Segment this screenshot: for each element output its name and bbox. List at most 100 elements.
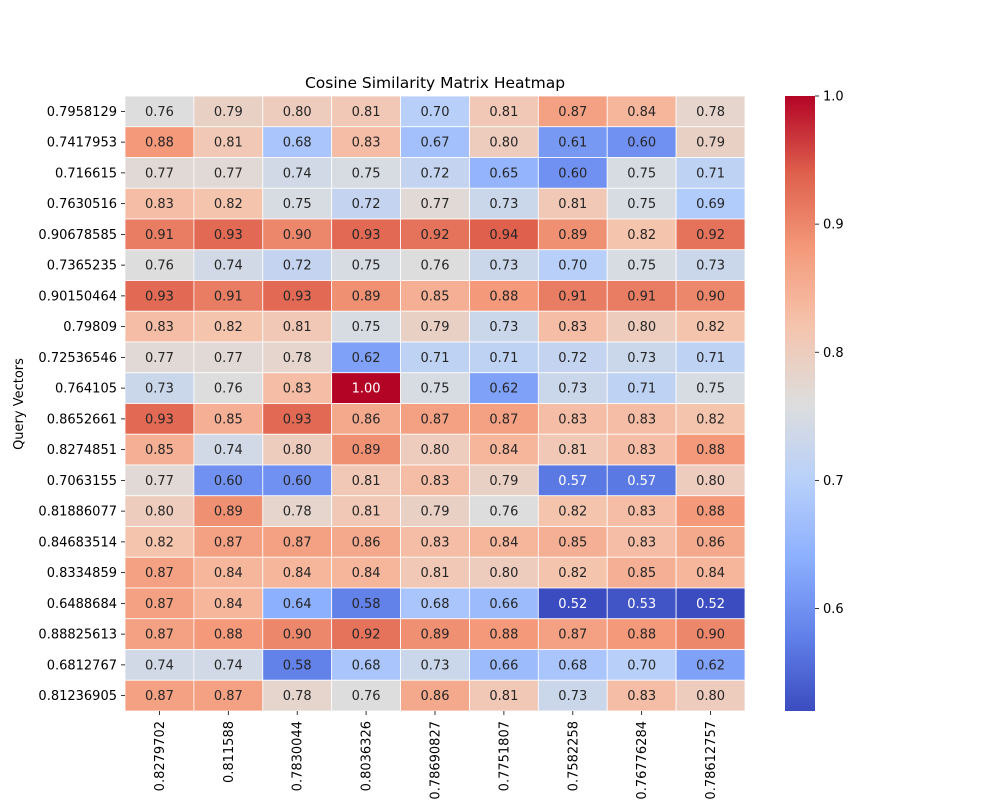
- cell-value-label: 0.73: [421, 658, 450, 673]
- cell-value-label: 0.52: [696, 597, 725, 612]
- heatmap-cell: [193, 587, 264, 620]
- cell-value-label: 0.76: [421, 259, 450, 274]
- cell-value-label: 0.76: [489, 505, 518, 520]
- cell-value-label: 0.82: [145, 535, 174, 550]
- heatmap-cell: [124, 249, 195, 281]
- y-axis-label: Query Vectors: [12, 358, 27, 450]
- heatmap-cell: [262, 341, 333, 374]
- heatmap-cell: [124, 618, 195, 650]
- y-tick-label: 0.7630516: [47, 197, 117, 212]
- heatmap-cell: [262, 157, 333, 189]
- heatmap-cell: [193, 341, 264, 374]
- cell-value-label: 0.92: [421, 228, 450, 243]
- heatmap-cell: [606, 464, 677, 497]
- cell-value-label: 0.60: [214, 474, 243, 489]
- cell-value-label: 0.87: [214, 535, 243, 550]
- y-tick-label: 0.84683514: [38, 535, 117, 550]
- heatmap-cell: [675, 403, 746, 435]
- heatmap-cell: [331, 433, 401, 466]
- cell-value-label: 0.87: [421, 412, 450, 427]
- cell-value-label: 0.71: [489, 351, 518, 366]
- heatmap-cell: [469, 679, 539, 712]
- heatmap-cell: [124, 126, 195, 158]
- y-tick-label: 0.8334859: [47, 566, 117, 581]
- cell-value-label: 0.84: [214, 597, 243, 612]
- heatmap-cell: [400, 157, 470, 189]
- cell-value-label: 0.57: [627, 474, 656, 489]
- heatmap-cell: [675, 218, 746, 251]
- cell-value-label: 0.73: [627, 351, 656, 366]
- cell-value-label: 0.78: [283, 689, 312, 704]
- cell-value-label: 0.81: [489, 689, 518, 704]
- y-tick-labels: 0.7958129 0.7417953 0.716615 0.7630516 0.906…: [38, 105, 125, 704]
- heatmap-cell: [469, 249, 539, 281]
- y-tick-label: 0.79809: [63, 320, 117, 335]
- heatmap-cell: [124, 433, 195, 466]
- cell-value-label: 0.83: [421, 535, 450, 550]
- cell-value-label: 0.74: [214, 259, 243, 274]
- cell-value-label: 0.87: [145, 597, 174, 612]
- cell-value-label: 0.60: [627, 136, 656, 151]
- cell-value-label: 0.73: [489, 197, 518, 212]
- heatmap-cell: [469, 95, 539, 128]
- heatmap-cell: [675, 495, 746, 527]
- cell-value-label: 0.82: [558, 566, 587, 581]
- y-tick-label: 0.7417953: [47, 136, 117, 151]
- cell-value-label: 0.86: [352, 412, 381, 427]
- heatmap-cell: [262, 526, 333, 558]
- cell-value-label: 0.84: [283, 566, 312, 581]
- heatmap-cell: [262, 433, 333, 466]
- y-tick-label: 0.764105: [55, 382, 117, 397]
- heatmap-cell: [262, 310, 333, 343]
- heatmap-cell: [537, 403, 608, 435]
- heatmap-cell: [193, 249, 264, 281]
- cell-value-label: 0.75: [627, 197, 656, 212]
- cell-value-label: 0.87: [214, 689, 243, 704]
- cell-value-label: 0.81: [489, 105, 518, 120]
- heatmap-cell: [469, 649, 539, 681]
- cell-value-label: 0.71: [421, 351, 450, 366]
- y-tick-label: 0.72536546: [38, 351, 117, 366]
- cell-value-label: 0.89: [214, 505, 243, 520]
- heatmap-cell: [331, 249, 401, 281]
- heatmap-cell: [331, 587, 401, 620]
- cell-value-label: 0.82: [214, 320, 243, 335]
- heatmap-cell: [469, 403, 539, 435]
- heatmap-cell: [124, 587, 195, 620]
- cell-value-label: 0.86: [352, 535, 381, 550]
- heatmap-cell: [331, 187, 401, 220]
- heatmap-cell: [675, 433, 746, 466]
- cell-value-label: 0.91: [558, 289, 587, 304]
- cell-value-label: 0.81: [352, 505, 381, 520]
- cell-value-label: 0.84: [627, 105, 656, 120]
- cell-value-label: 0.75: [352, 259, 381, 274]
- cell-value-label: 0.87: [558, 628, 587, 643]
- heatmap-cell: [537, 341, 608, 374]
- cell-value-label: 0.79: [421, 320, 450, 335]
- cell-value-label: 0.72: [421, 166, 450, 181]
- cell-value-label: 0.93: [283, 289, 312, 304]
- heatmap-cell: [537, 157, 608, 189]
- cell-value-label: 0.58: [352, 597, 381, 612]
- heatmap-cell: [400, 249, 470, 281]
- cell-value-label: 0.81: [283, 320, 312, 335]
- heatmap-cell: [262, 218, 333, 251]
- heatmap-cell: [262, 495, 333, 527]
- cell-value-label: 0.62: [696, 658, 725, 673]
- cell-value-label: 0.81: [558, 197, 587, 212]
- heatmap-cell: [262, 556, 333, 589]
- cell-value-label: 0.77: [145, 351, 174, 366]
- heatmap-cell: [606, 126, 677, 158]
- x-tick-label: 0.78690827: [429, 721, 444, 800]
- cell-value-label: 0.73: [558, 382, 587, 397]
- y-tick-label: 0.81886077: [38, 505, 117, 520]
- cell-value-label: 0.80: [489, 136, 518, 151]
- x-tick-label: 0.7751807: [497, 721, 512, 791]
- cell-value-label: 0.72: [283, 259, 312, 274]
- cell-value-label: 0.83: [627, 412, 656, 427]
- cell-value-label: 0.84: [696, 566, 725, 581]
- cell-value-label: 0.66: [489, 658, 518, 673]
- cell-value-label: 0.91: [214, 289, 243, 304]
- cell-value-label: 0.73: [145, 382, 174, 397]
- heatmap-cell: [124, 372, 195, 404]
